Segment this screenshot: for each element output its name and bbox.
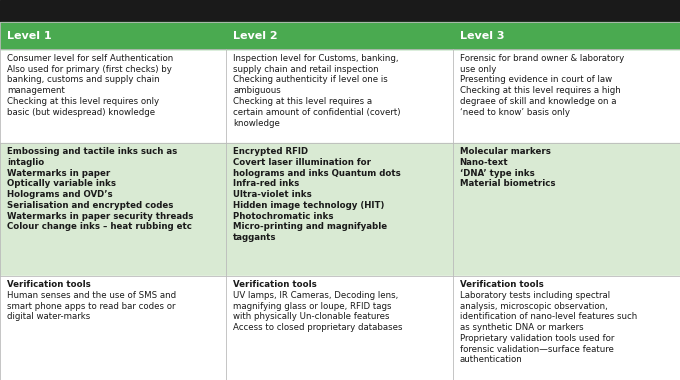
- Bar: [226, 22, 453, 49]
- Text: Optically variable inks: Optically variable inks: [7, 179, 116, 188]
- Bar: [0, 142, 226, 276]
- Text: identification of nano-level features such: identification of nano-level features su…: [460, 312, 637, 321]
- Text: Covert laser illumination for: Covert laser illumination for: [233, 158, 371, 167]
- Text: intaglio: intaglio: [7, 158, 44, 167]
- Text: ambiguous: ambiguous: [233, 86, 281, 95]
- Text: analysis, microscopic observation,: analysis, microscopic observation,: [460, 302, 607, 310]
- Text: Ultra-violet inks: Ultra-violet inks: [233, 190, 312, 199]
- Text: Nano-text: Nano-text: [460, 158, 509, 167]
- Text: Proprietary validation tools used for: Proprietary validation tools used for: [460, 334, 614, 343]
- Text: Checking at this level requires a: Checking at this level requires a: [233, 97, 373, 106]
- Text: Verification tools: Verification tools: [460, 280, 543, 289]
- Text: Watermarks in paper: Watermarks in paper: [7, 169, 110, 177]
- Text: Also used for primary (first checks) by: Also used for primary (first checks) by: [7, 65, 171, 74]
- Text: Photochromatic inks: Photochromatic inks: [233, 212, 334, 221]
- Bar: [226, 276, 453, 380]
- Text: Inspection level for Customs, banking,: Inspection level for Customs, banking,: [233, 54, 398, 63]
- Text: Serialisation and encrypted codes: Serialisation and encrypted codes: [7, 201, 173, 210]
- Text: smart phone apps to read bar codes or: smart phone apps to read bar codes or: [7, 302, 175, 310]
- Text: use only: use only: [460, 65, 496, 74]
- Bar: [0, 49, 226, 142]
- Text: Forensic for brand owner & laboratory: Forensic for brand owner & laboratory: [460, 54, 624, 63]
- Text: Verification tools: Verification tools: [233, 280, 317, 289]
- Text: magnifying glass or loupe, RFID tags: magnifying glass or loupe, RFID tags: [233, 302, 392, 310]
- Text: holograms and inks Quantum dots: holograms and inks Quantum dots: [233, 169, 401, 177]
- Text: Watermarks in paper security threads: Watermarks in paper security threads: [7, 212, 193, 221]
- Bar: [0, 22, 226, 49]
- Text: basic (but widespread) knowledge: basic (but widespread) knowledge: [7, 108, 155, 117]
- Text: Infra-red inks: Infra-red inks: [233, 179, 299, 188]
- Text: Level 3: Level 3: [460, 31, 504, 41]
- Text: Material biometrics: Material biometrics: [460, 179, 555, 188]
- Text: Checking authenticity if level one is: Checking authenticity if level one is: [233, 76, 388, 84]
- Text: ‘need to know’ basis only: ‘need to know’ basis only: [460, 108, 570, 117]
- Text: ‘DNA’ type inks: ‘DNA’ type inks: [460, 169, 534, 177]
- Bar: [226, 49, 453, 142]
- Text: Human senses and the use of SMS and: Human senses and the use of SMS and: [7, 291, 176, 300]
- Text: Hidden image technology (HIT): Hidden image technology (HIT): [233, 201, 385, 210]
- Bar: [453, 22, 680, 49]
- Text: taggants: taggants: [233, 233, 277, 242]
- Text: Encrypted RFID: Encrypted RFID: [233, 147, 308, 156]
- Text: Consumer level for self Authentication: Consumer level for self Authentication: [7, 54, 173, 63]
- Text: Presenting evidence in court of law: Presenting evidence in court of law: [460, 76, 612, 84]
- Bar: [0, 0, 680, 22]
- Text: with physically Un-clonable features: with physically Un-clonable features: [233, 312, 390, 321]
- Text: degraee of skill and knowledge on a: degraee of skill and knowledge on a: [460, 97, 616, 106]
- Text: supply chain and retail inspection: supply chain and retail inspection: [233, 65, 379, 74]
- Text: authentication: authentication: [460, 355, 522, 364]
- Text: Level 2: Level 2: [233, 31, 278, 41]
- Text: as synthetic DNA or markers: as synthetic DNA or markers: [460, 323, 583, 332]
- Bar: [453, 49, 680, 142]
- Text: knowledge: knowledge: [233, 119, 280, 128]
- Text: certain amount of confidential (covert): certain amount of confidential (covert): [233, 108, 401, 117]
- Text: Colour change inks – heat rubbing etc: Colour change inks – heat rubbing etc: [7, 222, 192, 231]
- Text: UV lamps, IR Cameras, Decoding lens,: UV lamps, IR Cameras, Decoding lens,: [233, 291, 398, 300]
- Bar: [453, 142, 680, 276]
- Bar: [226, 142, 453, 276]
- Text: Laboratory tests including spectral: Laboratory tests including spectral: [460, 291, 610, 300]
- Text: Checking at this level requires a high: Checking at this level requires a high: [460, 86, 620, 95]
- Text: Micro-printing and magnifyable: Micro-printing and magnifyable: [233, 222, 388, 231]
- Text: digital water-marks: digital water-marks: [7, 312, 90, 321]
- Text: Holograms and OVD’s: Holograms and OVD’s: [7, 190, 112, 199]
- Text: Access to closed proprietary databases: Access to closed proprietary databases: [233, 323, 403, 332]
- Text: banking, customs and supply chain: banking, customs and supply chain: [7, 76, 159, 84]
- Text: Level 1: Level 1: [7, 31, 52, 41]
- Bar: [453, 276, 680, 380]
- Text: Checking at this level requires only: Checking at this level requires only: [7, 97, 159, 106]
- Text: Verification tools: Verification tools: [7, 280, 90, 289]
- Text: management: management: [7, 86, 65, 95]
- Bar: [0, 276, 226, 380]
- Text: forensic validation—surface feature: forensic validation—surface feature: [460, 345, 613, 354]
- Text: Embossing and tactile inks such as: Embossing and tactile inks such as: [7, 147, 177, 156]
- Text: Molecular markers: Molecular markers: [460, 147, 551, 156]
